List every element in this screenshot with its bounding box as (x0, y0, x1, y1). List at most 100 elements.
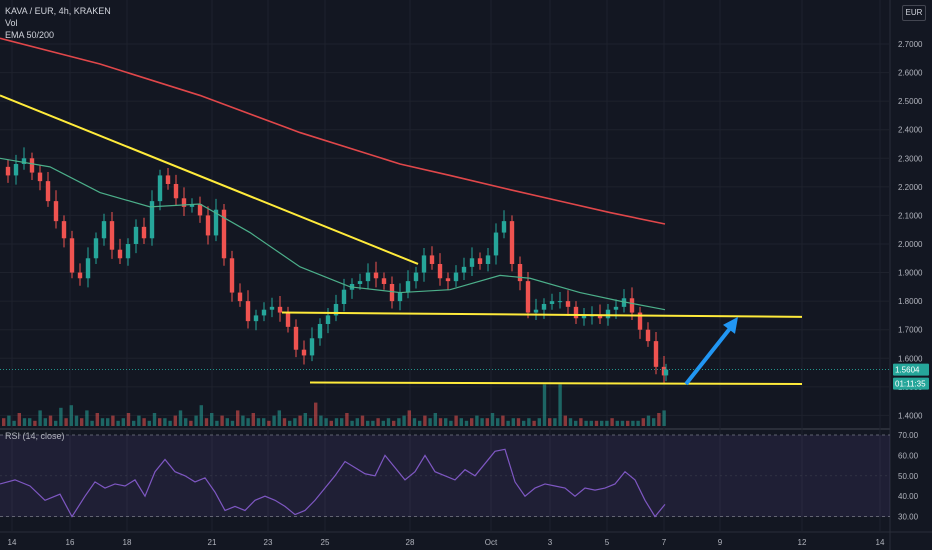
trend-line (281, 311, 803, 318)
volume-bar (324, 418, 328, 426)
volume-bar (381, 420, 385, 426)
volume-bar (334, 418, 339, 426)
volume-bar (464, 420, 469, 426)
time-axis[interactable]: 14 16 18 21 23 25 28 Oct 3 5 7 9 12 14 (8, 538, 885, 547)
volume-bar (438, 418, 443, 426)
candle-body (477, 258, 483, 264)
volume-bar (33, 420, 37, 426)
price-tick-label: 2.6000 (898, 69, 923, 78)
volume-bar (80, 418, 84, 426)
symbol-title[interactable]: KAVA / EUR, 4h, KRAKEN (5, 6, 111, 16)
candle-body (565, 301, 571, 307)
ema200-line (0, 37, 666, 225)
volume-bar (470, 418, 474, 426)
volume-bar (584, 420, 588, 426)
volume-bar (459, 418, 463, 426)
candle-body (229, 258, 235, 293)
volume-bar (319, 415, 323, 426)
volume-bar (662, 410, 666, 426)
volume-bar (293, 418, 297, 426)
volume-bar (345, 413, 349, 426)
price-tick-label: 2.5000 (898, 97, 923, 106)
time-tick-label: 14 (8, 538, 17, 547)
volume-bar (558, 384, 562, 426)
rsi-legend[interactable]: RSI (14, close) (5, 431, 65, 441)
volume-bar (444, 418, 448, 426)
candle-body (629, 298, 635, 313)
volume-bar (158, 418, 162, 426)
candle-body (533, 309, 539, 313)
volume-bar (532, 420, 536, 426)
projection-arrow (684, 324, 734, 386)
price-tick-label: 1.4000 (898, 411, 923, 420)
countdown-value: 01:11:35 (895, 380, 926, 389)
candle-body (277, 306, 283, 313)
volume-bar (38, 410, 42, 426)
candle-body (197, 203, 203, 216)
rsi-tick-label: 50.00 (898, 472, 919, 481)
candle-body (663, 369, 669, 376)
volume-bar (74, 415, 79, 426)
price-tick-label: 1.8000 (898, 297, 923, 306)
candle-body (253, 315, 259, 322)
volume-bar (496, 418, 500, 426)
volume-bar (605, 420, 609, 426)
currency-badge[interactable]: EUR (902, 5, 926, 21)
volume-bar (59, 407, 63, 426)
volume-bar (657, 413, 661, 426)
price-tick-label: 2.1000 (898, 211, 923, 220)
volume-bar (178, 410, 183, 426)
candle-body (365, 272, 371, 282)
volume-bar (100, 418, 105, 426)
candle-body (613, 306, 619, 310)
price-tick-label: 2.7000 (898, 40, 923, 49)
candle-body (117, 249, 123, 259)
volume-bar (360, 415, 365, 426)
time-tick-label: 16 (66, 538, 75, 547)
volume-bar (142, 418, 146, 426)
candle-body (245, 301, 251, 322)
time-tick-label: 18 (123, 538, 132, 547)
volume-bar (236, 410, 240, 426)
candle-body (53, 201, 59, 222)
candle-body (501, 221, 507, 233)
trend-line (309, 381, 803, 385)
volume-bar (350, 420, 354, 426)
rsi-tick-label: 60.00 (898, 451, 919, 460)
candle-body (269, 306, 275, 310)
candle-body (389, 283, 395, 302)
time-tick-label: 7 (662, 538, 667, 547)
volume-bar (574, 420, 578, 426)
volume-bar (615, 420, 619, 426)
volume-bar (329, 420, 333, 426)
volume-bar (95, 413, 99, 426)
rsi-pane: 70.00 60.00 50.00 40.00 30.00 (0, 431, 919, 522)
volume-bar (189, 420, 193, 426)
volume-bar (246, 418, 250, 426)
time-tick-label: 14 (876, 538, 885, 547)
volume-legend[interactable]: Vol (5, 18, 18, 28)
ema-legend[interactable]: EMA 50/200 (5, 30, 55, 40)
volume-bar (386, 418, 391, 426)
volume-bar (371, 420, 375, 426)
price-tick-label: 2.0000 (898, 240, 923, 249)
rsi-tick-label: 40.00 (898, 492, 919, 501)
volume-bar (163, 418, 167, 426)
volume-bar (563, 415, 567, 426)
volume-bar (610, 418, 614, 426)
volume-bar (184, 418, 188, 426)
ema-lines (0, 37, 666, 311)
candle-body (557, 301, 563, 303)
volume-bar (17, 413, 21, 426)
candle-body (181, 198, 187, 207)
candle-body (29, 158, 35, 173)
price-axis[interactable]: 2.7000 2.6000 2.5000 2.4000 2.3000 2.2000 2.10… (893, 40, 929, 420)
rsi-tick-label: 70.00 (898, 431, 919, 440)
trend-lines[interactable] (0, 94, 890, 386)
candle-body (461, 266, 467, 273)
candle-body (101, 221, 107, 239)
volume-bar (537, 418, 541, 426)
volume-bar (48, 415, 53, 426)
candle-body (285, 312, 291, 327)
